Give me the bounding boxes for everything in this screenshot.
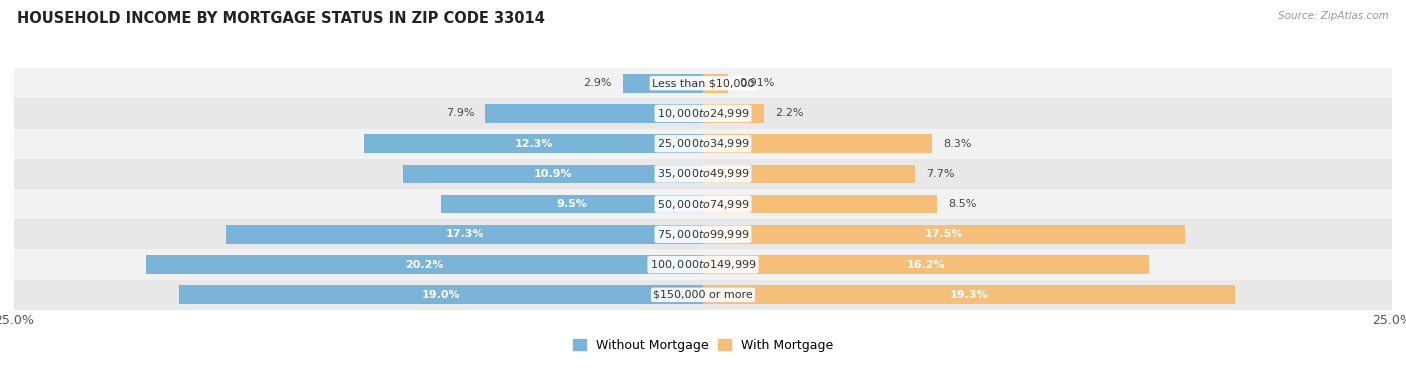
Text: 8.5%: 8.5%	[948, 199, 977, 209]
Text: Less than $10,000: Less than $10,000	[652, 78, 754, 88]
Bar	[226, 225, 703, 244]
Bar	[703, 285, 1234, 304]
Text: $10,000 to $24,999: $10,000 to $24,999	[657, 107, 749, 120]
Text: $25,000 to $34,999: $25,000 to $34,999	[657, 137, 749, 150]
Bar	[703, 225, 1185, 244]
Text: 19.0%: 19.0%	[422, 290, 461, 300]
Bar	[703, 74, 728, 93]
Text: 2.9%: 2.9%	[583, 78, 612, 88]
Bar	[402, 164, 703, 183]
Bar	[14, 98, 1392, 129]
Text: 0.91%: 0.91%	[740, 78, 775, 88]
Bar	[485, 104, 703, 123]
Bar	[14, 249, 1392, 280]
Text: 7.7%: 7.7%	[927, 169, 955, 179]
Bar	[703, 255, 1150, 274]
Text: 7.9%: 7.9%	[446, 108, 474, 118]
Text: $150,000 or more: $150,000 or more	[654, 290, 752, 300]
Bar	[623, 74, 703, 93]
Text: 17.3%: 17.3%	[446, 229, 484, 239]
Text: 10.9%: 10.9%	[533, 169, 572, 179]
Text: $75,000 to $99,999: $75,000 to $99,999	[657, 228, 749, 241]
Bar	[14, 68, 1392, 98]
Bar	[364, 134, 703, 153]
Bar	[441, 195, 703, 214]
Text: HOUSEHOLD INCOME BY MORTGAGE STATUS IN ZIP CODE 33014: HOUSEHOLD INCOME BY MORTGAGE STATUS IN Z…	[17, 11, 544, 26]
Text: 12.3%: 12.3%	[515, 139, 553, 149]
Bar	[14, 280, 1392, 310]
Text: 17.5%: 17.5%	[925, 229, 963, 239]
Bar	[703, 164, 915, 183]
Text: $35,000 to $49,999: $35,000 to $49,999	[657, 167, 749, 180]
Bar	[14, 189, 1392, 219]
Text: 20.2%: 20.2%	[405, 260, 444, 270]
Bar	[703, 134, 932, 153]
Bar	[703, 104, 763, 123]
Bar	[14, 129, 1392, 159]
Bar	[14, 219, 1392, 249]
Bar	[146, 255, 703, 274]
Text: $50,000 to $74,999: $50,000 to $74,999	[657, 198, 749, 211]
Legend: Without Mortgage, With Mortgage: Without Mortgage, With Mortgage	[568, 334, 838, 357]
Text: 16.2%: 16.2%	[907, 260, 946, 270]
Text: 19.3%: 19.3%	[949, 290, 988, 300]
Text: 2.2%: 2.2%	[775, 108, 803, 118]
Text: 8.3%: 8.3%	[943, 139, 972, 149]
Bar	[14, 159, 1392, 189]
Text: Source: ZipAtlas.com: Source: ZipAtlas.com	[1278, 11, 1389, 21]
Text: $100,000 to $149,999: $100,000 to $149,999	[650, 258, 756, 271]
Bar	[703, 195, 938, 214]
Bar	[180, 285, 703, 304]
Text: 9.5%: 9.5%	[557, 199, 588, 209]
